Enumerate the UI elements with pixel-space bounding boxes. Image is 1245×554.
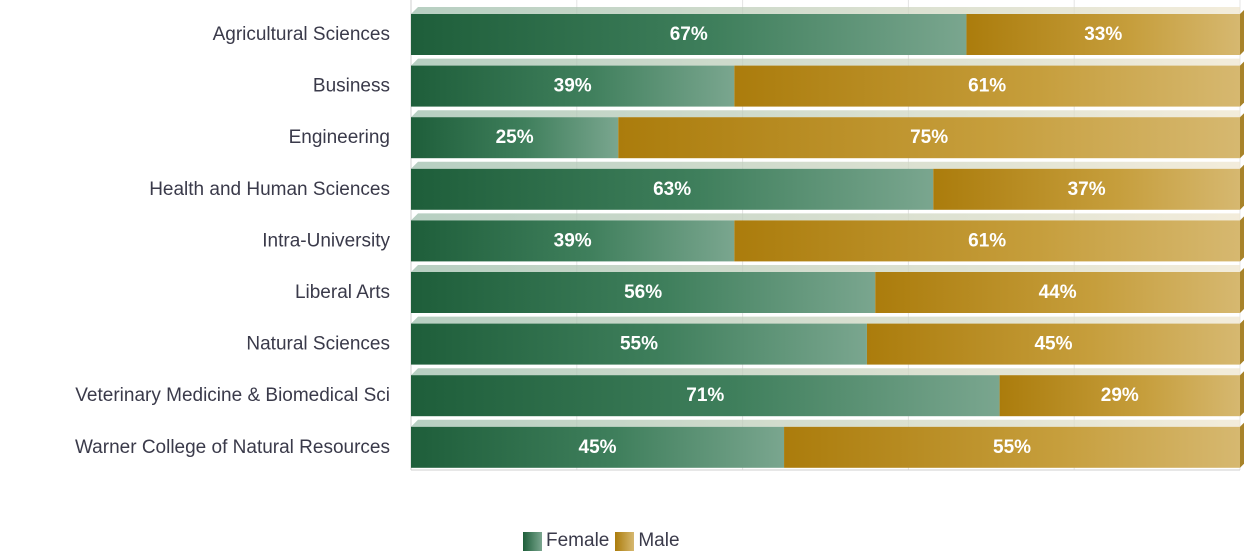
data-label: 75% <box>910 127 948 148</box>
bar-side-face <box>1240 319 1244 365</box>
bar-male[interactable] <box>866 323 1240 365</box>
data-label: 55% <box>620 334 658 355</box>
category-label: Veterinary Medicine & Biomedical Sci <box>75 385 390 406</box>
bar-side-face <box>1240 61 1244 107</box>
bar-male[interactable] <box>734 220 1240 262</box>
legend-item-female[interactable]: Female <box>523 530 609 552</box>
bar-side-face <box>1240 216 1244 262</box>
data-label: 55% <box>993 437 1031 458</box>
data-label: 56% <box>624 282 662 303</box>
data-label: 44% <box>1039 282 1077 303</box>
bar-top-face <box>411 316 1240 324</box>
bar-side-face <box>1240 164 1244 210</box>
bar-side-face <box>1240 113 1244 159</box>
bar-series: 67% 33% 39% 61% 25% 75% 63% 37% 39% 61% 56% 44% 55% 4… <box>411 7 1244 468</box>
data-label: 45% <box>1034 334 1072 355</box>
bar-top-face <box>411 213 1240 221</box>
bar-side-face <box>1240 422 1244 468</box>
data-label: 29% <box>1101 385 1139 406</box>
data-label: 39% <box>554 76 592 97</box>
data-label: 33% <box>1084 24 1122 45</box>
category-label: Warner College of Natural Resources <box>75 437 390 458</box>
bar-side-face <box>1240 268 1244 313</box>
bar-top-face <box>411 161 1240 169</box>
bar-female[interactable] <box>411 220 735 262</box>
bar-top-face <box>411 419 1240 427</box>
bar-top-face <box>411 265 1240 272</box>
category-labels: Agricultural Sciences Business Engineering… <box>75 24 391 458</box>
category-label: Intra-University <box>262 230 390 251</box>
bar-side-face <box>1240 10 1244 55</box>
bar-male[interactable] <box>734 65 1240 107</box>
bar-male[interactable] <box>999 375 1240 417</box>
bar-female[interactable] <box>411 65 735 107</box>
category-label: Health and Human Sciences <box>149 179 390 200</box>
bar-female[interactable] <box>411 272 876 313</box>
bar-female[interactable] <box>411 14 967 55</box>
data-label: 61% <box>968 230 1006 251</box>
bar-female[interactable] <box>411 168 934 210</box>
category-label: Agricultural Sciences <box>213 24 390 45</box>
bar-top-face <box>411 58 1240 66</box>
bar-male[interactable] <box>784 426 1240 468</box>
bar-female[interactable] <box>411 426 785 468</box>
category-label: Engineering <box>289 127 390 148</box>
bar-top-face <box>411 368 1240 376</box>
legend-label-female: Female <box>546 530 610 551</box>
bar-female[interactable] <box>411 323 867 365</box>
bar-male[interactable] <box>933 168 1240 210</box>
category-label: Natural Sciences <box>246 334 390 355</box>
bar-top-face <box>411 110 1240 118</box>
legend-item-male[interactable]: Male <box>615 530 680 552</box>
category-label: Liberal Arts <box>295 282 390 303</box>
data-label: 71% <box>686 385 724 406</box>
bar-side-face <box>1240 371 1244 417</box>
data-label: 37% <box>1068 179 1106 200</box>
data-label: 39% <box>554 230 592 251</box>
bar-male[interactable] <box>618 117 1240 159</box>
bar-female[interactable] <box>411 117 619 159</box>
legend-swatch-male <box>615 531 635 551</box>
bar-male[interactable] <box>966 14 1240 55</box>
legend: Female Male <box>523 530 686 552</box>
bar-female[interactable] <box>411 375 1000 417</box>
legend-label-male: Male <box>638 530 680 551</box>
category-label: Business <box>313 76 390 97</box>
data-label: 63% <box>653 179 691 200</box>
data-label: 67% <box>670 24 708 45</box>
data-label: 61% <box>968 76 1006 97</box>
bar-male[interactable] <box>875 272 1240 313</box>
data-label: 45% <box>579 437 617 458</box>
bar-top-face <box>411 7 1240 14</box>
legend-swatch-female <box>523 531 542 551</box>
data-label: 25% <box>496 127 534 148</box>
